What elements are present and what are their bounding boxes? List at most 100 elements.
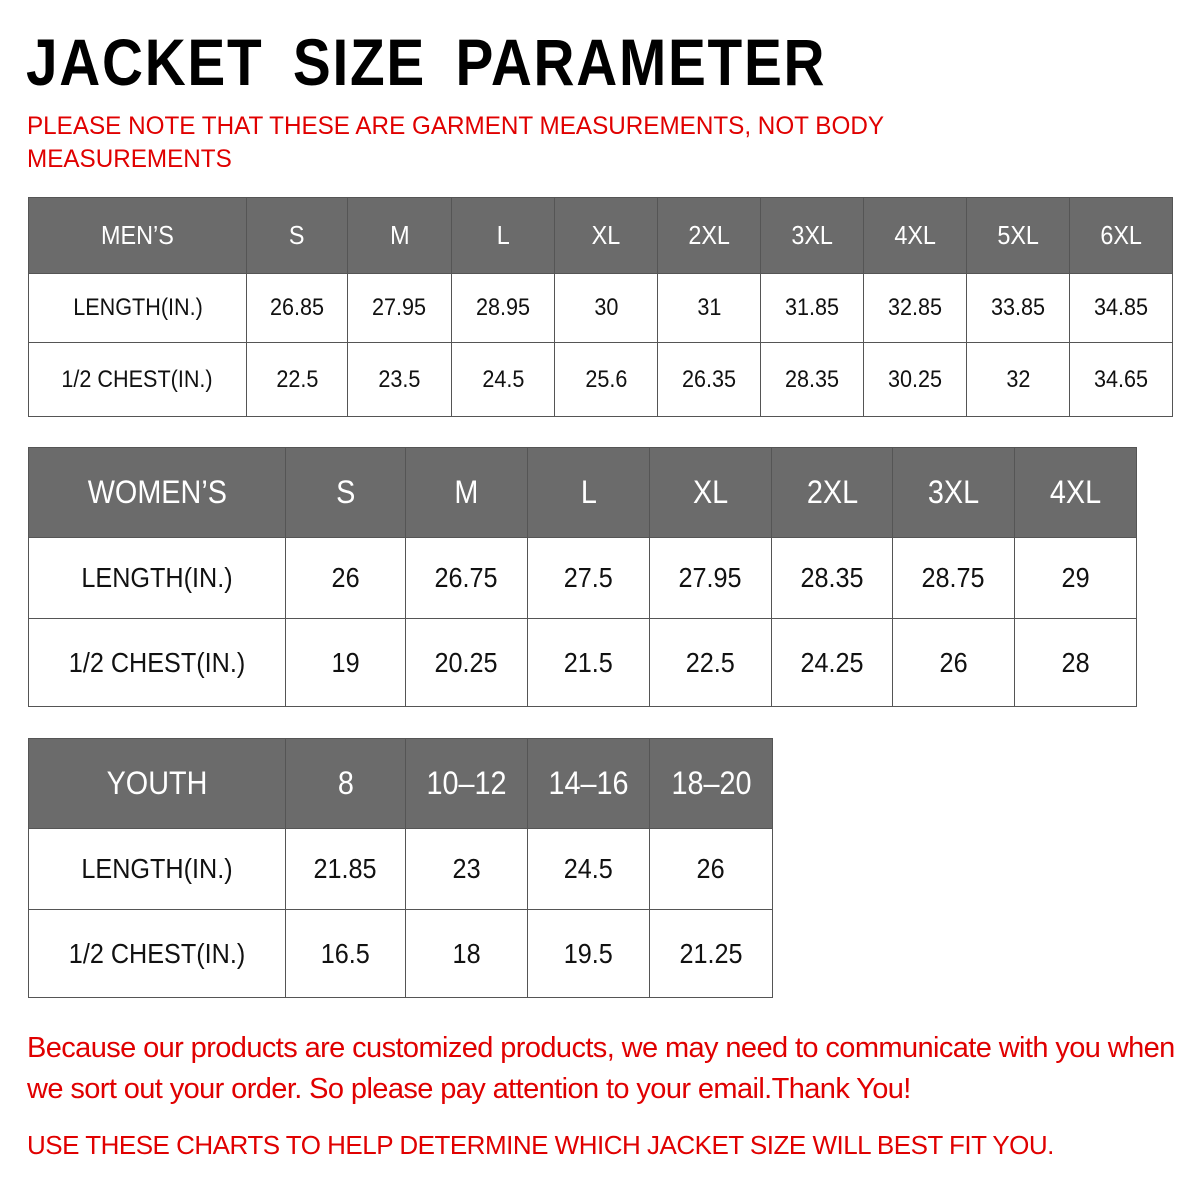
cell-text: 19.5 xyxy=(563,937,614,969)
cell-text: 23 xyxy=(452,853,481,884)
measurement-value: 26.35 xyxy=(657,342,761,417)
cell-text: 20.25 xyxy=(434,646,499,678)
measurement-label: LENGTH(IN.) xyxy=(28,537,286,619)
cell-text: 4XL xyxy=(894,220,936,250)
measurement-value: 30.25 xyxy=(863,342,967,417)
measurement-value: 31.85 xyxy=(760,273,864,343)
measurement-value: 22.5 xyxy=(246,342,348,417)
header-row: WOMEN’S S M L XL 2XL 3XL 4XL xyxy=(28,447,1137,538)
cell-text: LENGTH(IN.) xyxy=(72,294,203,321)
measurement-value: 26.75 xyxy=(405,537,528,619)
measurement-label: 1/2 CHEST(IN.) xyxy=(28,342,247,417)
cell-text: XL xyxy=(591,220,621,250)
cell-text: 29 xyxy=(1061,562,1090,593)
measurement-value: 20.25 xyxy=(405,618,528,707)
measurement-value: 27.95 xyxy=(347,273,452,343)
cell-text: 1/2 CHEST(IN.) xyxy=(61,365,214,393)
cell-text: 19 xyxy=(331,646,360,678)
cell-text: 27.95 xyxy=(372,294,427,321)
cell-text: 27.95 xyxy=(678,562,743,593)
measurement-value: 24.5 xyxy=(451,342,555,417)
cell-text: L xyxy=(580,474,597,510)
cell-text: 21.25 xyxy=(679,937,743,969)
garment-measurement-note: PLEASE NOTE THAT THESE ARE GARMENT MEASU… xyxy=(27,112,884,173)
size-header-cell: M xyxy=(405,447,528,538)
size-header-cell: 14–16 xyxy=(527,738,650,829)
cell-text: 1/2 CHEST(IN.) xyxy=(68,937,246,969)
size-header-cell: 2XL xyxy=(771,447,893,538)
table-row: 1/2 CHEST(IN.) 22.5 23.5 24.5 25.6 26.35 28.35… xyxy=(28,342,1173,417)
size-header-cell: XL xyxy=(554,197,658,274)
measurement-value: 34.65 xyxy=(1069,342,1173,417)
measurement-label: LENGTH(IN.) xyxy=(28,828,286,910)
measurement-value: 26 xyxy=(649,828,773,910)
size-help-note: USE THESE CHARTS TO HELP DETERMINE WHICH… xyxy=(27,1130,1054,1160)
measurement-value: 27.5 xyxy=(527,537,650,619)
cell-text: 28.35 xyxy=(784,365,840,393)
measurement-value: 28.35 xyxy=(771,537,893,619)
size-header-cell: S xyxy=(285,447,406,538)
cell-text: 33.85 xyxy=(990,294,1046,321)
cell-text: 21.5 xyxy=(563,646,614,678)
measurement-value: 26 xyxy=(285,537,406,619)
header-row: YOUTH 8 10–12 14–16 18–20 xyxy=(28,738,773,829)
measurement-value: 21.25 xyxy=(649,909,773,998)
measurement-value: 21.85 xyxy=(285,828,406,910)
measurement-value: 34.85 xyxy=(1069,273,1173,343)
measurement-value: 24.5 xyxy=(527,828,650,910)
measurement-value: 28 xyxy=(1014,618,1137,707)
cell-text: 23.5 xyxy=(378,365,421,393)
cell-text: 24.25 xyxy=(800,646,864,678)
cell-text: 32.85 xyxy=(887,294,943,321)
cell-text: XL xyxy=(692,474,729,510)
cell-text: 28.35 xyxy=(800,562,864,593)
cell-text: 26 xyxy=(696,853,726,884)
cell-text: 18 xyxy=(452,937,481,969)
cell-text: M xyxy=(389,220,410,250)
page-title: JACKET SIZE PARAMETER xyxy=(26,25,827,99)
measurement-value: 21.5 xyxy=(527,618,650,707)
measurement-value: 32.85 xyxy=(863,273,967,343)
measurement-value: 28.35 xyxy=(760,342,864,417)
cell-text: 30 xyxy=(593,294,619,321)
size-header-cell: 4XL xyxy=(1014,447,1137,538)
cell-text: 34.65 xyxy=(1093,365,1149,393)
measurement-value: 16.5 xyxy=(285,909,406,998)
size-header-cell: M xyxy=(347,197,452,274)
cell-text: 30.25 xyxy=(887,365,943,393)
cell-text: 1/2 CHEST(IN.) xyxy=(68,646,246,678)
table-category-header: WOMEN’S xyxy=(28,447,286,538)
table-row: 1/2 CHEST(IN.) 16.5 18 19.5 21.25 xyxy=(28,909,773,998)
table-row: LENGTH(IN.) 21.85 23 24.5 26 xyxy=(28,828,773,910)
size-header-cell: L xyxy=(527,447,650,538)
cell-text: 28 xyxy=(1061,646,1090,678)
measurement-value: 32 xyxy=(966,342,1070,417)
cell-text: MEN’S xyxy=(101,220,174,250)
cell-text: 18–20 xyxy=(670,765,752,801)
measurement-label: 1/2 CHEST(IN.) xyxy=(28,618,286,707)
cell-text: 3XL xyxy=(791,220,833,250)
size-header-cell: 3XL xyxy=(892,447,1015,538)
cell-text: 31.85 xyxy=(784,294,840,321)
table-row: LENGTH(IN.) 26.85 27.95 28.95 30 31 31.85 32.85… xyxy=(28,273,1173,343)
table-category-header: YOUTH xyxy=(28,738,286,829)
cell-text: 3XL xyxy=(927,474,980,510)
measurement-value: 24.25 xyxy=(771,618,893,707)
cell-text: M xyxy=(454,474,479,510)
size-header-cell: 6XL xyxy=(1069,197,1173,274)
cell-text: 26.75 xyxy=(434,562,499,593)
cell-text: 5XL xyxy=(997,220,1039,250)
size-header-cell: 18–20 xyxy=(649,738,773,829)
table-category-header: MEN’S xyxy=(28,197,247,274)
measurement-value: 29 xyxy=(1014,537,1137,619)
size-header-cell: 4XL xyxy=(863,197,967,274)
cell-text: 14–16 xyxy=(548,765,629,801)
cell-text: LENGTH(IN.) xyxy=(81,562,233,593)
measurement-value: 23 xyxy=(405,828,528,910)
cell-text: 21.85 xyxy=(313,853,378,884)
table-row: LENGTH(IN.) 26 26.75 27.5 27.95 28.35 28.75 29 xyxy=(28,537,1137,619)
measurement-value: 19.5 xyxy=(527,909,650,998)
measurement-value: 22.5 xyxy=(649,618,772,707)
size-header-cell: 10–12 xyxy=(405,738,528,829)
cell-text: 4XL xyxy=(1049,474,1102,510)
